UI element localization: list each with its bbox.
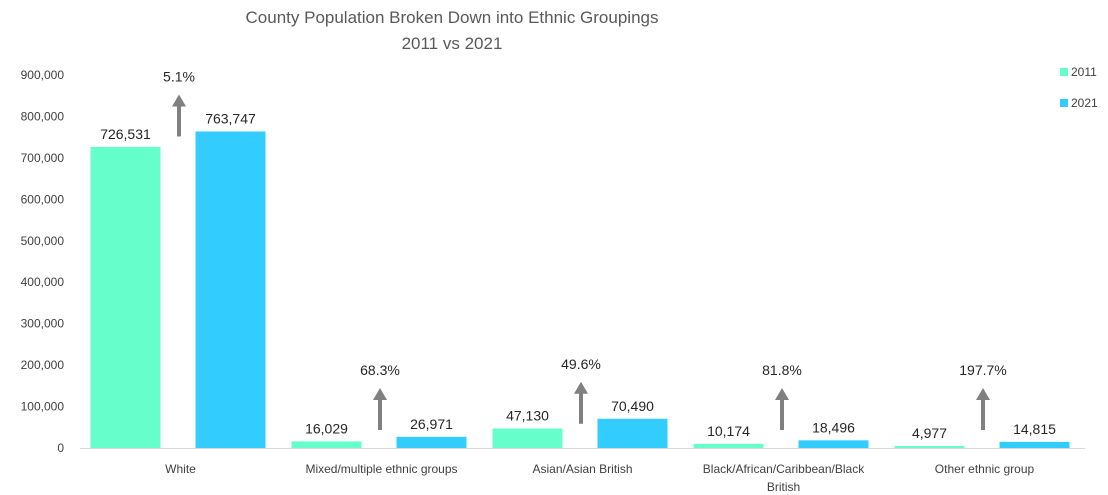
data-label: 763,747	[205, 110, 256, 126]
data-label: 70,490	[611, 398, 654, 414]
category-label: Asian/Asian British	[532, 462, 632, 476]
bar-2011	[90, 146, 161, 449]
growth-label: 81.8%	[762, 362, 802, 378]
legend-label: 2021	[1071, 96, 1098, 110]
data-label: 26,971	[410, 416, 453, 432]
y-tick-label: 500,000	[21, 234, 65, 248]
growth-arrow-head	[172, 94, 186, 107]
growth-arrow-head	[574, 381, 588, 394]
category-label: Other ethnic group	[935, 462, 1035, 476]
growth-arrow-head	[373, 388, 387, 400]
y-axis: 0 100,000 200,000 300,000 400,000 500,000 600,…	[21, 68, 65, 455]
data-label: 47,130	[506, 407, 549, 423]
y-tick-label: 100,000	[21, 400, 65, 414]
data-label: 10,174	[707, 423, 750, 439]
y-tick-label: 400,000	[21, 275, 65, 289]
data-label: 726,531	[100, 126, 151, 142]
category-label: Black/African/Caribbean/Black	[703, 462, 865, 476]
bar-2021	[597, 418, 668, 448]
data-label: 4,977	[912, 425, 947, 441]
legend-swatch	[1060, 99, 1068, 107]
y-tick-label: 900,000	[21, 68, 65, 82]
bars-group: 726,531 763,747 5.1% 16,029 26,971 68.3% 47,13…	[90, 68, 1070, 449]
y-tick-label: 300,000	[21, 317, 65, 331]
y-tick-label: 800,000	[21, 109, 65, 123]
legend-label: 2011	[1071, 65, 1097, 79]
bar-2011	[894, 445, 965, 448]
legend-swatch	[1060, 68, 1068, 76]
legend: 2011 2021	[1060, 65, 1098, 110]
chart-title: County Population Broken Down into Ethni…	[246, 8, 659, 27]
bar-2011	[693, 443, 764, 448]
data-label: 18,496	[812, 419, 855, 435]
growth-label: 5.1%	[163, 68, 195, 84]
bar-2021	[195, 131, 266, 448]
growth-label: 49.6%	[561, 356, 601, 372]
data-label: 14,815	[1013, 421, 1056, 437]
data-label: 16,029	[305, 420, 348, 436]
chart-subtitle: 2011 vs 2021	[402, 34, 503, 53]
growth-arrow-head	[775, 388, 789, 400]
y-tick-label: 0	[57, 441, 64, 455]
bar-2021	[798, 440, 869, 448]
bar-2011	[291, 441, 362, 448]
bar-2021	[999, 441, 1070, 448]
x-axis: White Mixed/multiple ethnic groups Asian/A…	[80, 448, 1085, 494]
category-label: Mixed/multiple ethnic groups	[305, 462, 457, 476]
growth-arrow-head	[976, 388, 990, 400]
y-tick-label: 700,000	[21, 151, 65, 165]
category-label: British	[767, 480, 800, 494]
y-tick-label: 600,000	[21, 192, 65, 206]
growth-label: 197.7%	[959, 362, 1006, 378]
bar-2021	[396, 436, 467, 448]
category-label: White	[165, 462, 196, 476]
growth-label: 68.3%	[360, 362, 400, 378]
y-tick-label: 200,000	[21, 358, 65, 372]
bar-2011	[492, 428, 563, 448]
